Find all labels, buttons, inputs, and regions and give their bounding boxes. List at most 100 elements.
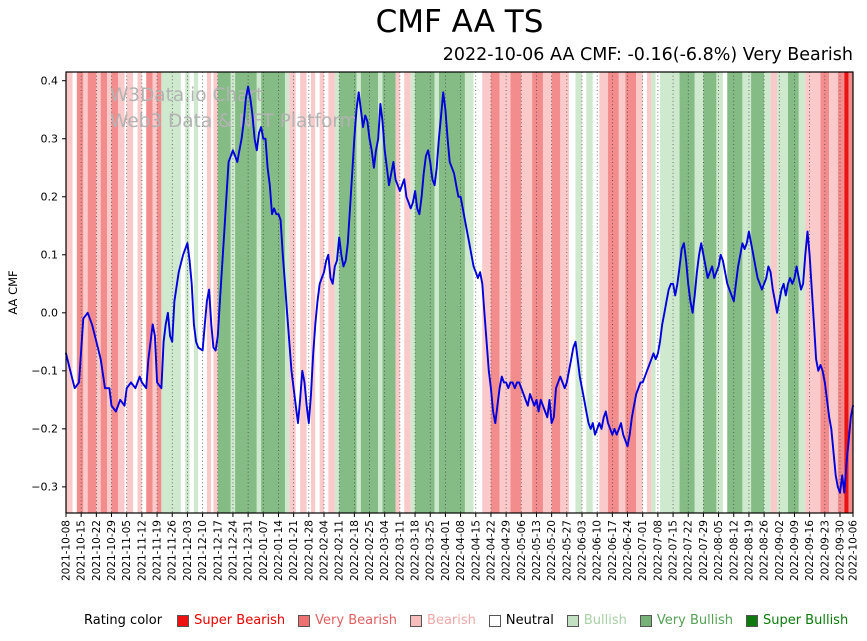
- rating-band-very_bearish: [100, 72, 108, 513]
- legend-swatch-icon: [488, 614, 501, 627]
- x-tick-label: 2022-07-15: [668, 520, 680, 581]
- rating-band-neutral: [141, 72, 147, 513]
- x-tick-label: 2022-04-22: [485, 520, 497, 581]
- x-tick-label: 2022-06-17: [607, 520, 619, 581]
- x-tick-label: 2022-02-25: [364, 520, 376, 581]
- x-tick-label: 2022-09-02: [774, 520, 786, 581]
- rating-band-bearish: [499, 72, 511, 513]
- rating-band-bullish: [284, 72, 290, 513]
- x-tick-label: 2022-09-16: [804, 520, 816, 581]
- x-tick-label: 2021-10-29: [106, 520, 118, 581]
- legend-item-bearish: Bearish: [410, 613, 476, 628]
- x-tick-label: 2022-03-18: [410, 520, 422, 581]
- plot-border: [65, 71, 854, 514]
- x-tick-label: 2022-06-03: [576, 520, 588, 581]
- legend-item-very-bearish: Very Bearish: [298, 613, 397, 628]
- rating-band-bearish: [560, 72, 569, 513]
- x-tick-label: 2022-05-06: [516, 520, 528, 581]
- legend: Rating color Super Bearish Very Bearish Be…: [84, 613, 848, 628]
- legend-title: Rating color: [84, 613, 163, 628]
- x-tick-label: 2022-03-04: [379, 520, 391, 581]
- legend-swatch-icon: [410, 614, 423, 627]
- rating-band-very_bullish: [679, 72, 695, 513]
- rating-band-bearish: [107, 72, 112, 513]
- series-line-aa-cmf: [65, 85, 854, 494]
- rating-band-neutral: [568, 72, 576, 513]
- rating-band-bullish: [193, 72, 199, 513]
- watermark-line2: Web3 Data & NFT Platform: [110, 111, 358, 132]
- x-tick-label: 2022-08-05: [713, 520, 725, 581]
- rating-band-neutral: [722, 72, 728, 513]
- rating-band-bearish: [542, 72, 552, 513]
- rating-band-bearish: [319, 72, 324, 513]
- rating-band-neutral: [180, 72, 186, 513]
- rating-band-bullish: [464, 72, 474, 513]
- x-tick-label: 2022-07-01: [637, 520, 649, 581]
- x-tick-label: 2021-11-12: [136, 520, 148, 581]
- x-tick-label: 2022-10-06: [848, 520, 860, 581]
- y-tick-label: 0.1: [41, 249, 59, 262]
- x-tick-label: 2022-01-07: [258, 520, 270, 581]
- rating-band-bullish: [256, 72, 262, 513]
- chart-subtitle: 2022-10-06 AA CMF: -0.16(-6.8%) Very Bea…: [442, 45, 853, 65]
- x-tick-label: 2021-11-05: [121, 520, 133, 581]
- x-tick-label: 2021-10-15: [76, 520, 88, 581]
- rating-band-neutral: [399, 72, 405, 513]
- rating-band-very_bearish: [848, 72, 853, 513]
- legend-item-label: Very Bearish: [315, 613, 398, 628]
- y-tick-label: 0.4: [41, 75, 59, 88]
- plot-area: W3Data.io Chart Web3 Data & NFT Platform 0…: [6, 71, 860, 581]
- x-tick-label: 2022-04-01: [440, 520, 452, 581]
- rating-band-neutral: [323, 72, 329, 513]
- x-tick-label: 2022-02-18: [349, 520, 361, 581]
- y-tick-label: −0.3: [31, 481, 58, 494]
- x-tick-label: 2022-08-26: [759, 520, 771, 581]
- x-tick-label: 2022-07-22: [683, 520, 695, 581]
- rating-band-neutral: [295, 72, 301, 513]
- x-tick-label: 2022-02-04: [318, 520, 330, 581]
- rating-band-bearish: [310, 72, 316, 513]
- rating-band-bearish: [618, 72, 626, 513]
- x-tick-label: 2022-08-19: [743, 520, 755, 581]
- rating-band-very_bearish: [76, 72, 84, 513]
- rating-band-bearish: [83, 72, 88, 513]
- x-tick-label: 2022-09-09: [789, 520, 801, 581]
- rating-band-bearish: [599, 72, 609, 513]
- rating-band-very_bullish: [415, 72, 435, 513]
- rating-band-neutral: [211, 72, 214, 513]
- rating-band-neutral: [473, 72, 483, 513]
- rating-band-bearish: [152, 72, 158, 513]
- rating-band-very_bullish: [751, 72, 765, 513]
- x-tick-label: 2022-06-24: [622, 520, 634, 581]
- y-tick-label: −0.1: [31, 365, 58, 378]
- gridlines: [65, 72, 854, 513]
- x-tick-label: 2022-04-29: [501, 520, 513, 581]
- rating-band-very_bullish: [438, 72, 465, 513]
- legend-item-label: Neutral: [505, 613, 554, 628]
- legend-swatch-icon: [177, 614, 190, 627]
- x-tick-label: 2022-07-08: [652, 520, 664, 581]
- rating-band-very_bearish: [837, 72, 845, 513]
- legend-swatch-icon: [745, 614, 758, 627]
- x-tick-label: 2022-04-15: [470, 520, 482, 581]
- x-tick-label: 2022-05-27: [561, 520, 573, 581]
- watermark-line1: W3Data.io Chart: [110, 85, 263, 106]
- rating-band-very_bearish: [87, 72, 97, 513]
- x-tick-label: 2022-05-20: [546, 520, 558, 581]
- rating-band-bullish: [161, 72, 181, 513]
- rating-band-neutral: [124, 72, 127, 513]
- x-tick-label: 2022-09-30: [834, 520, 846, 581]
- page-title: CMF AA TS: [375, 4, 544, 40]
- rating-band-bearish: [404, 72, 411, 513]
- legend-item-bullish: Bullish: [566, 613, 627, 628]
- x-tick-label: 2022-05-13: [531, 520, 543, 581]
- rating-band-bearish: [126, 72, 134, 513]
- y-tick-label: −0.2: [31, 423, 58, 436]
- watermark: W3Data.io Chart Web3 Data & NFT Platform: [110, 85, 358, 132]
- rating-band-bullish: [651, 72, 656, 513]
- rating-band-bullish: [575, 72, 582, 513]
- legend-item-label: Bearish: [427, 613, 476, 628]
- rating-band-neutral: [133, 72, 138, 513]
- rating-band-bullish: [356, 72, 361, 513]
